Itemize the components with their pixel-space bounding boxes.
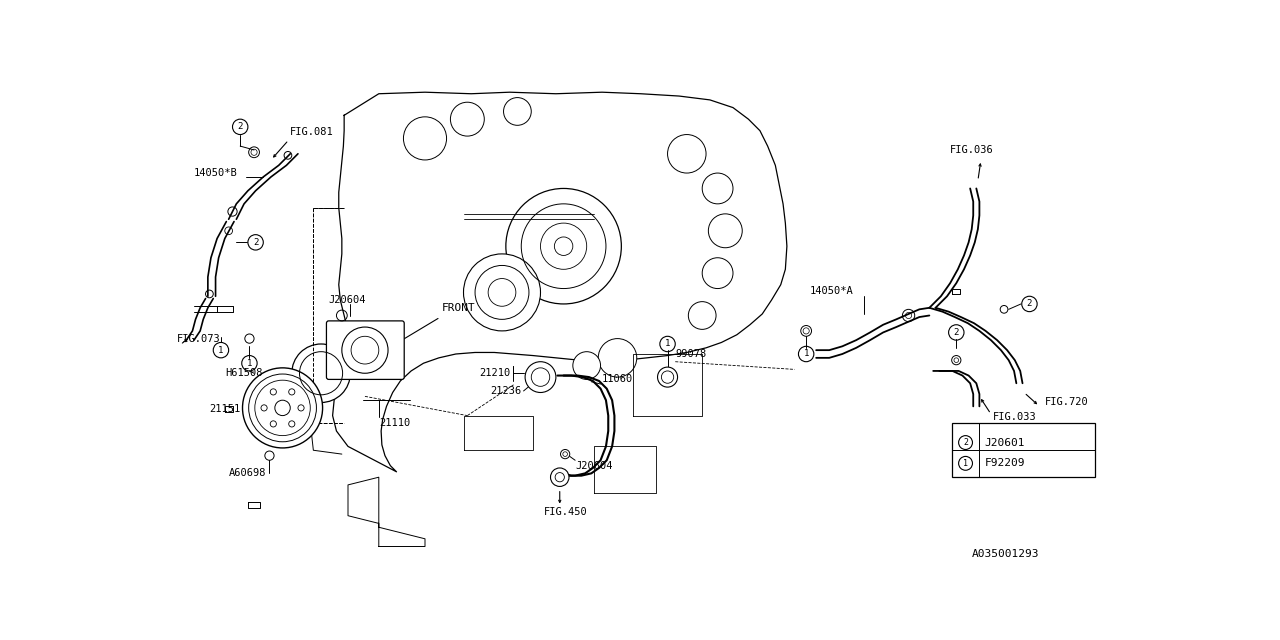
Text: 1: 1 [247,359,252,368]
Circle shape [342,327,388,373]
Circle shape [275,400,291,415]
Circle shape [554,237,573,255]
Circle shape [573,352,600,380]
Text: 11060: 11060 [602,374,634,383]
Circle shape [242,368,323,448]
Text: 21151: 21151 [210,404,241,415]
Text: A60698: A60698 [229,468,266,478]
Text: 2: 2 [253,238,259,247]
Text: FIG.073: FIG.073 [177,333,221,344]
Text: FIG.720: FIG.720 [1044,397,1088,407]
Circle shape [403,117,447,160]
Circle shape [289,389,294,395]
Circle shape [550,468,570,486]
Polygon shape [333,92,787,472]
Text: J20604: J20604 [575,461,613,470]
Text: 99078: 99078 [676,349,707,359]
Circle shape [292,344,351,403]
Circle shape [298,405,305,411]
Text: FIG.033: FIG.033 [993,412,1037,422]
Text: 2: 2 [954,328,959,337]
Circle shape [598,339,636,377]
Text: 14050*A: 14050*A [810,286,854,296]
Text: FIG.036: FIG.036 [950,145,993,155]
Text: FIG.450: FIG.450 [544,507,588,517]
Text: FRONT: FRONT [442,303,476,313]
Text: J20604: J20604 [329,295,366,305]
Text: 1: 1 [219,346,224,355]
Circle shape [689,301,716,330]
Text: 21236: 21236 [490,386,522,396]
Circle shape [451,102,484,136]
Text: 2: 2 [238,122,243,131]
Circle shape [270,389,276,395]
Text: 21210: 21210 [479,368,511,378]
Circle shape [658,367,677,387]
Text: H61508: H61508 [225,368,262,378]
Text: 1: 1 [963,459,968,468]
Circle shape [463,254,540,331]
Circle shape [261,405,268,411]
Text: 2: 2 [963,438,968,447]
Text: 1: 1 [804,349,809,358]
Text: J20601: J20601 [984,438,1025,447]
Circle shape [668,134,707,173]
Circle shape [703,173,733,204]
Circle shape [703,258,733,289]
Text: 21110: 21110 [379,419,410,428]
Text: F92209: F92209 [984,458,1025,468]
Circle shape [270,421,276,427]
Bar [952,423,1094,477]
Text: 14050*B: 14050*B [195,168,238,178]
Text: FIG.081: FIG.081 [291,127,334,137]
Text: A035001293: A035001293 [972,549,1039,559]
Circle shape [708,214,742,248]
FancyBboxPatch shape [326,321,404,380]
Circle shape [289,421,294,427]
Text: 1: 1 [664,339,671,349]
Circle shape [525,362,556,392]
Circle shape [506,188,621,304]
Text: 2: 2 [1027,300,1032,308]
Circle shape [503,97,531,125]
